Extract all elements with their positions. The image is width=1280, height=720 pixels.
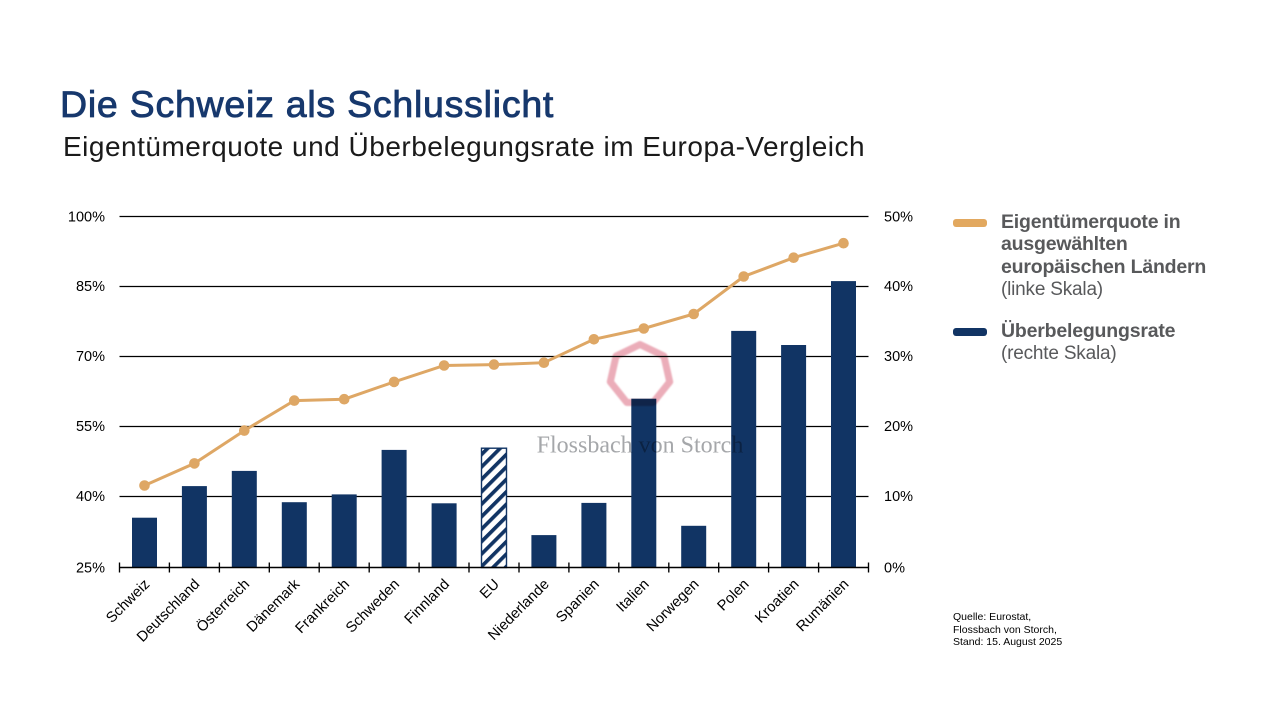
svg-text:Norwegen: Norwegen <box>644 577 703 636</box>
svg-text:Rumänien: Rumänien <box>794 577 853 636</box>
svg-text:25%: 25% <box>76 561 105 577</box>
svg-text:55%: 55% <box>76 419 105 435</box>
svg-text:Österreich: Österreich <box>192 575 253 636</box>
svg-text:Finnland: Finnland <box>402 577 453 628</box>
svg-text:40%: 40% <box>76 489 105 505</box>
svg-text:50%: 50% <box>884 209 913 225</box>
svg-text:Polen: Polen <box>715 577 753 615</box>
svg-text:Schweden: Schweden <box>343 577 403 637</box>
svg-text:20%: 20% <box>884 419 913 435</box>
svg-text:Spanien: Spanien <box>553 577 602 626</box>
svg-text:40%: 40% <box>884 279 913 295</box>
svg-text:Frankreich: Frankreich <box>293 577 353 637</box>
svg-text:Schweiz: Schweiz <box>103 577 153 627</box>
svg-text:30%: 30% <box>884 349 913 365</box>
svg-text:Kroatien: Kroatien <box>752 577 802 627</box>
svg-text:100%: 100% <box>68 209 105 225</box>
svg-text:10%: 10% <box>884 489 913 505</box>
svg-text:Italien: Italien <box>614 577 653 616</box>
svg-text:EU: EU <box>477 577 503 603</box>
svg-text:70%: 70% <box>76 349 105 365</box>
svg-text:Flossbach von Storch: Flossbach von Storch <box>537 433 744 459</box>
svg-text:0%: 0% <box>884 561 905 577</box>
svg-text:85%: 85% <box>76 279 105 295</box>
